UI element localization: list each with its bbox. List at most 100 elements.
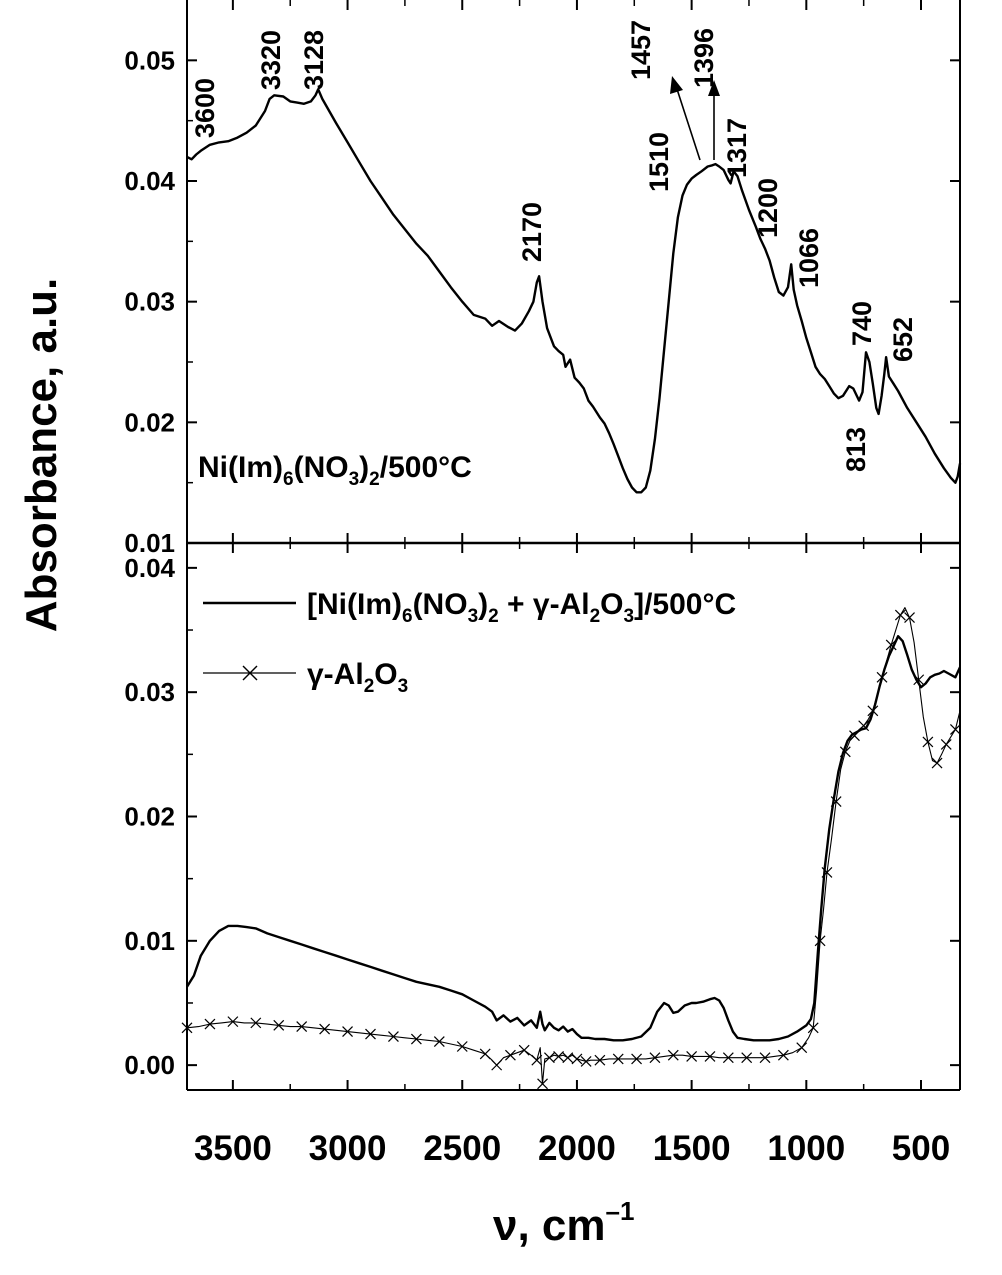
series-marker <box>504 1049 516 1061</box>
x-tick-label: 1500 <box>653 1129 731 1168</box>
x-axis-title: ν, cm–1 <box>493 1196 634 1250</box>
bottom-panel: 0.000.010.020.030.04 3500 3000 2500 2000 150… <box>124 543 962 1168</box>
peak-label-1066: 1066 <box>794 228 824 288</box>
legend-marker-alumina <box>242 665 258 681</box>
legend-label-composite: [Ni(Im)6(NO3)2 + γ-Al2O3]/500°C <box>307 588 736 627</box>
peak-label-3600: 3600 <box>190 78 220 138</box>
series-line-bottom-0 <box>185 635 962 1042</box>
series-marker <box>796 1042 808 1054</box>
series-marker <box>867 705 879 717</box>
peak-label-2170: 2170 <box>517 202 547 262</box>
series-marker <box>410 1033 422 1045</box>
series-marker <box>807 1022 819 1034</box>
bottom-series <box>181 607 962 1090</box>
y-tick-label: 0.04 <box>124 166 175 196</box>
legend-sub: 3 <box>468 606 479 627</box>
series-marker <box>649 1052 661 1064</box>
top-axis-frame <box>186 0 961 545</box>
y-tick-label: 0.01 <box>124 926 175 956</box>
series-marker <box>319 1023 331 1035</box>
series-marker <box>821 867 833 878</box>
peak-labels: 3600 3320 3128 2170 1510 1457 1396 1317 … <box>190 20 918 472</box>
series-marker <box>479 1048 491 1060</box>
x-tick-label: 2000 <box>538 1129 616 1168</box>
series-marker <box>388 1031 399 1042</box>
peak-label-1396: 1396 <box>689 28 719 88</box>
legend-label-alumina: γ-Al2O3 <box>307 658 408 697</box>
legend-sub: 2 <box>364 676 375 697</box>
bottom-y-tick-labels: 0.00 0.01 0.02 0.03 0.04 <box>124 553 175 1080</box>
x-tick-label: 2500 <box>423 1129 501 1168</box>
y-tick-label: 0.03 <box>124 677 175 707</box>
top-panel: 0.01 0.02 0.03 0.04 0.05 3600 3320 3128 2170… <box>124 0 962 558</box>
series-marker <box>876 671 888 683</box>
series-marker <box>913 674 925 686</box>
label-part: /500°C <box>380 451 472 484</box>
legend-part: γ-Al <box>307 658 364 691</box>
series-marker <box>931 757 943 769</box>
y-tick-label: 0.02 <box>124 802 175 832</box>
series-marker <box>631 1053 643 1065</box>
peak-label-740: 740 <box>847 301 877 346</box>
legend-sub: 2 <box>590 606 601 627</box>
label-sub: 2 <box>369 469 380 490</box>
series-marker <box>553 1051 565 1062</box>
series-marker <box>849 730 860 742</box>
series-marker <box>250 1017 262 1029</box>
series-marker <box>491 1059 503 1071</box>
series-marker <box>273 1019 285 1031</box>
legend-part: [Ni(Im) <box>307 588 402 621</box>
y-axis-title: Absorbance, a.u. <box>17 278 66 633</box>
series-marker <box>777 1049 789 1061</box>
y-tick-label: 0.01 <box>124 528 175 558</box>
series-marker <box>204 1018 216 1030</box>
x-tick-labels: 3500 3000 2500 2000 1500 1000 500 <box>194 1129 950 1168</box>
arrow-1396-head <box>708 80 720 96</box>
series-marker <box>949 724 961 735</box>
series-marker <box>722 1052 734 1064</box>
series-marker <box>612 1053 624 1065</box>
arrow-1457-head <box>670 76 683 94</box>
legend-part: O <box>600 588 623 621</box>
legend-sub: 3 <box>624 606 635 627</box>
top-y-tick-labels: 0.01 0.02 0.03 0.04 0.05 <box>124 45 175 558</box>
series-marker <box>365 1028 376 1040</box>
label-part: Ni(Im) <box>198 451 283 484</box>
arrow-1457 <box>675 85 701 161</box>
legend-sub: 2 <box>488 606 499 627</box>
legend-sub: 6 <box>402 606 413 627</box>
x-tick-label: 1000 <box>767 1129 845 1168</box>
series-marker <box>562 1052 574 1064</box>
series-marker <box>741 1052 753 1064</box>
peak-label-3320: 3320 <box>256 30 286 90</box>
legend-part: ]/500°C <box>634 588 736 621</box>
series-marker <box>543 1052 555 1064</box>
label-sub: 3 <box>349 469 360 490</box>
legend-part: O <box>374 658 397 691</box>
x-tick-label: 3500 <box>194 1129 272 1168</box>
series-marker <box>518 1044 530 1056</box>
x-axis-title-base: ν, cm <box>493 1201 606 1250</box>
series-marker <box>531 1054 543 1066</box>
y-tick-label: 0.02 <box>124 407 175 437</box>
peak-label-652: 652 <box>888 317 918 362</box>
peak-label-3128: 3128 <box>299 30 329 90</box>
series-line-top-0 <box>186 88 962 494</box>
series-line-bottom-1 <box>186 607 961 1085</box>
y-tick-label: 0.00 <box>124 1050 175 1080</box>
series-marker <box>571 1053 583 1065</box>
label-sub: 6 <box>283 469 294 490</box>
peak-label-1200: 1200 <box>753 178 783 238</box>
bottom-ticks <box>187 543 960 1090</box>
peak-label-813: 813 <box>841 427 871 472</box>
y-tick-label: 0.05 <box>124 45 175 75</box>
series-marker <box>667 1049 679 1061</box>
series-marker <box>904 612 915 624</box>
series-marker <box>922 736 934 748</box>
series-marker <box>456 1041 468 1052</box>
x-tick-label: 500 <box>892 1129 950 1168</box>
series-marker <box>894 609 906 621</box>
y-tick-label: 0.03 <box>124 287 175 317</box>
series-marker <box>433 1036 445 1047</box>
top-sample-label: Ni(Im)6(NO3)2/500°C <box>198 451 472 490</box>
